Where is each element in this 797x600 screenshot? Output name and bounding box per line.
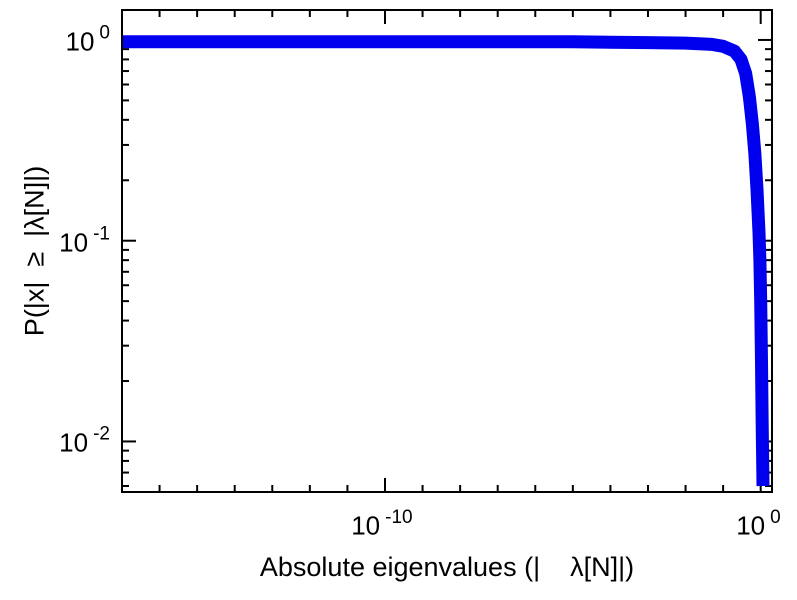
tick-exponent: -1	[93, 223, 110, 245]
y-tick-label: 10 -2	[59, 424, 110, 458]
y-axis-label: P(|x| ≥ |λ[N]|)	[19, 165, 50, 337]
tick-exponent: 0	[770, 507, 781, 528]
tick-base: 10	[65, 26, 95, 57]
tick-base: 10	[59, 227, 89, 258]
tick-exponent: -10	[385, 507, 413, 528]
tick-base: 10	[736, 510, 766, 541]
x-tick-label: 10 -10	[351, 507, 413, 541]
y-tick-label: 10 -1	[59, 223, 110, 258]
tick-base: 10	[59, 427, 89, 458]
x-axis-label: Absolute eigenvalues (| λ[N]|)	[259, 552, 635, 582]
tick-exponent: 0	[99, 22, 110, 44]
ccdf-curve	[122, 35, 770, 487]
x-tick-label: 10 0	[736, 507, 781, 541]
tick-exponent: -2	[93, 424, 110, 446]
plot-frame	[121, 9, 773, 493]
y-tick-label: 10 0	[65, 22, 111, 57]
tick-base: 10	[351, 510, 381, 541]
